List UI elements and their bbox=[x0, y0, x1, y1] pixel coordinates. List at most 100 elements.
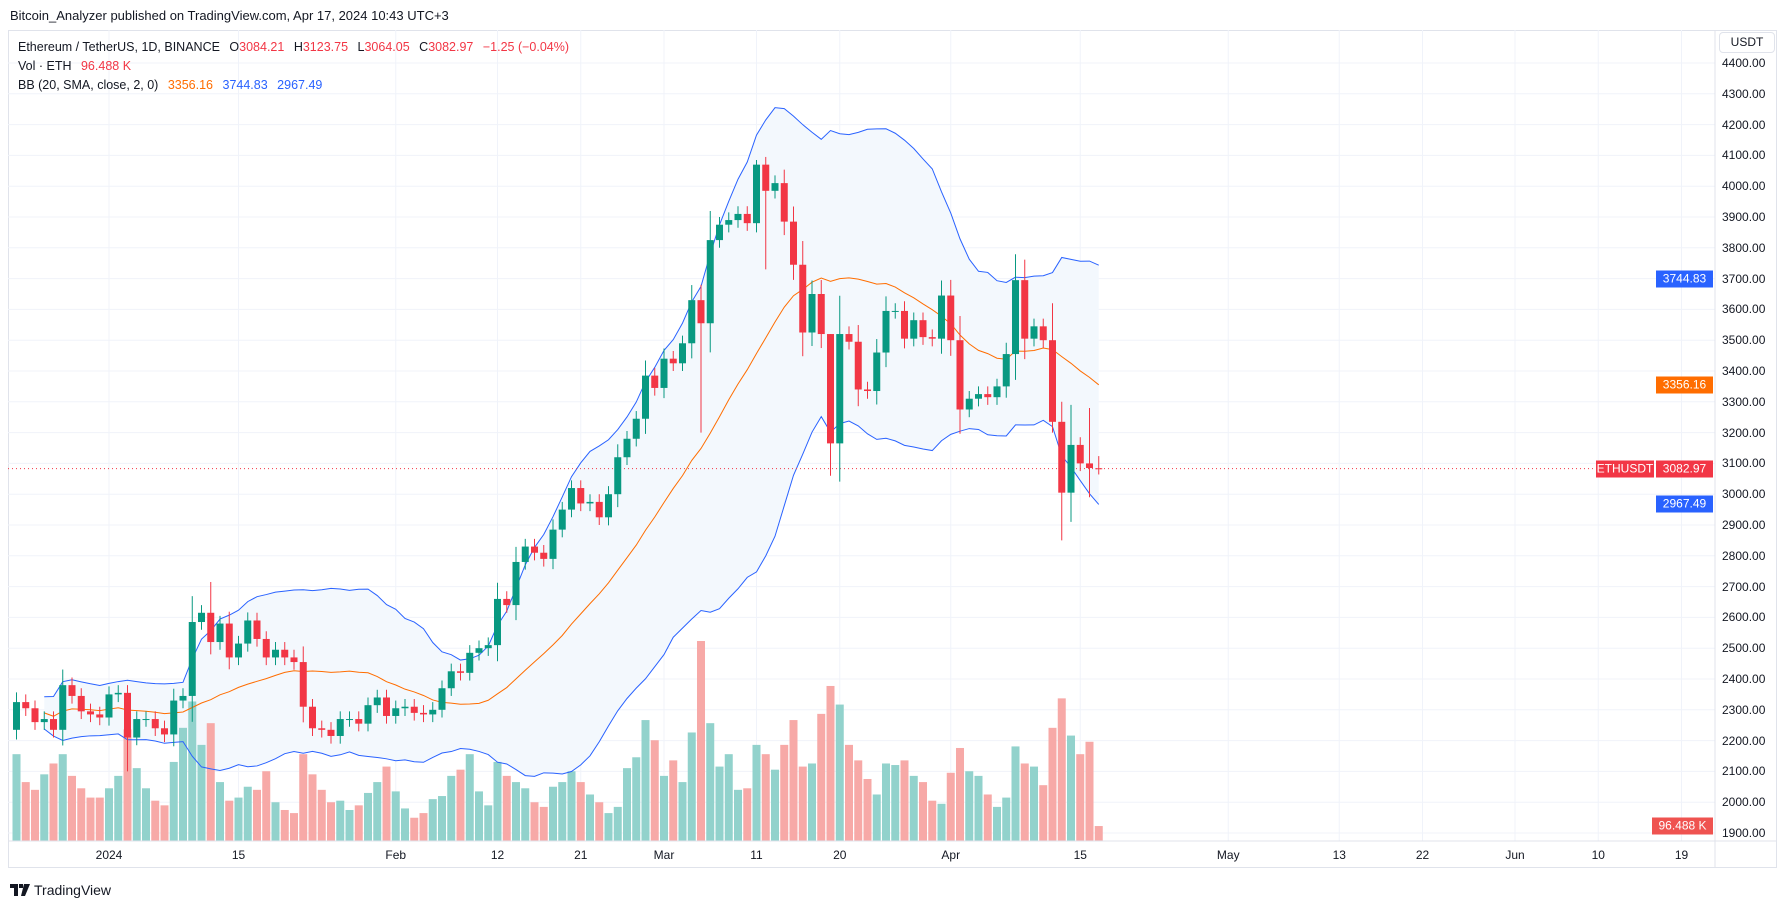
candle-body bbox=[771, 183, 779, 191]
candle-body bbox=[1049, 340, 1056, 422]
volume-bar bbox=[373, 782, 382, 841]
price-tick-label: 2900.00 bbox=[1722, 518, 1766, 532]
volume-bar bbox=[95, 797, 104, 841]
candle-body bbox=[392, 708, 400, 716]
candle-body bbox=[438, 688, 446, 710]
candle-body bbox=[984, 394, 992, 398]
candle-body bbox=[568, 488, 575, 510]
volume-bar bbox=[253, 789, 261, 841]
high-value: 3123.75 bbox=[302, 40, 349, 54]
candle-body bbox=[188, 622, 196, 696]
volume-bar bbox=[493, 761, 502, 841]
volume-bar bbox=[1002, 797, 1011, 841]
candle-body bbox=[854, 341, 862, 390]
candle-body bbox=[697, 300, 705, 324]
candle-body bbox=[799, 264, 807, 333]
bb-upper-badge: 3744.83 bbox=[1656, 270, 1713, 288]
candle-body bbox=[373, 697, 381, 706]
volume-label: Vol · ETH bbox=[18, 59, 72, 73]
candle-body bbox=[688, 300, 696, 344]
candle-body bbox=[734, 213, 742, 221]
candle-body bbox=[447, 671, 455, 689]
volume-bar bbox=[789, 720, 798, 841]
volume-bar bbox=[909, 775, 918, 841]
candle-body bbox=[521, 546, 529, 562]
volume-bar bbox=[623, 768, 631, 841]
candle-body bbox=[632, 418, 640, 439]
candle-body bbox=[1030, 326, 1038, 339]
candle-body bbox=[623, 438, 631, 458]
price-tick-label: 1900.00 bbox=[1722, 826, 1766, 840]
candle-body bbox=[327, 729, 335, 736]
candle-body bbox=[1086, 463, 1093, 469]
legend-bb-row[interactable]: BB (20, SMA, close, 2, 0) 3356.16 3744.8… bbox=[18, 78, 328, 92]
tradingview-logo[interactable]: TradingView bbox=[10, 882, 111, 898]
legend-volume-row[interactable]: Vol · ETH 96.488 K bbox=[18, 59, 137, 73]
time-tick-label: Mar bbox=[653, 848, 675, 862]
low-value: 3064.05 bbox=[364, 40, 410, 54]
volume-bar bbox=[105, 788, 113, 841]
candle-body bbox=[410, 706, 418, 713]
bb-lower-value: 2967.49 bbox=[277, 78, 323, 92]
candle-body bbox=[50, 719, 57, 730]
volume-bar bbox=[271, 802, 280, 841]
high-label: H bbox=[293, 40, 303, 54]
volume-bar bbox=[308, 774, 317, 841]
volume-bar bbox=[465, 754, 474, 841]
volume-bar bbox=[243, 786, 252, 841]
volume-bar bbox=[604, 813, 613, 841]
candle-body bbox=[595, 501, 603, 518]
candle-body bbox=[68, 685, 76, 696]
candle-body bbox=[253, 620, 261, 639]
volume-bar bbox=[151, 800, 160, 841]
volume-bar bbox=[262, 771, 271, 841]
candle-body bbox=[882, 310, 890, 353]
time-tick-label: 13 bbox=[1332, 848, 1346, 862]
candle-body bbox=[346, 719, 353, 721]
close-label: C bbox=[419, 40, 429, 54]
candle-body bbox=[845, 334, 853, 342]
legend-symbol-row[interactable]: Ethereum / TetherUS, 1D, BINANCE O3084.2… bbox=[18, 40, 575, 54]
volume-bar bbox=[817, 713, 826, 841]
time-tick-label: 10 bbox=[1591, 848, 1605, 862]
candle-body bbox=[780, 183, 788, 222]
time-tick-label: 12 bbox=[490, 848, 505, 862]
price-tick-label: 4300.00 bbox=[1722, 86, 1766, 101]
candle-body bbox=[1058, 421, 1066, 493]
open-value: 3084.21 bbox=[239, 40, 285, 54]
volume-bar bbox=[734, 789, 742, 841]
volume-bar bbox=[697, 641, 705, 841]
volume-bar bbox=[946, 772, 955, 841]
volume-bar bbox=[132, 768, 141, 841]
candle-body bbox=[290, 657, 298, 663]
volume-bar bbox=[86, 797, 95, 841]
volume-bar bbox=[558, 782, 567, 841]
candle-body bbox=[420, 712, 427, 715]
volume-bar bbox=[114, 775, 123, 841]
volume-bar bbox=[21, 782, 30, 841]
candle-body bbox=[762, 164, 770, 191]
candle-body bbox=[947, 295, 955, 341]
bollinger-basis-line bbox=[44, 277, 1100, 717]
candle-body bbox=[151, 719, 159, 729]
price-tick-label: 2200.00 bbox=[1722, 733, 1766, 748]
candle-body bbox=[965, 398, 973, 410]
volume-bar bbox=[974, 775, 983, 841]
last-price-badge: 3082.97 bbox=[1656, 460, 1713, 478]
volume-bar bbox=[1011, 746, 1020, 841]
time-tick-label: Feb bbox=[385, 848, 407, 862]
volume-bar bbox=[77, 788, 86, 841]
candle-body bbox=[577, 488, 585, 504]
volume-bar bbox=[410, 817, 419, 841]
volume-bar bbox=[1076, 754, 1085, 841]
candle-body bbox=[235, 643, 242, 658]
volume-bar bbox=[956, 747, 964, 841]
price-tick-label: 3000.00 bbox=[1722, 487, 1766, 502]
candle-body bbox=[928, 337, 936, 339]
currency-button[interactable]: USDT bbox=[1719, 32, 1775, 53]
candle-body bbox=[22, 702, 30, 709]
volume-bar bbox=[1020, 763, 1029, 841]
candle-body bbox=[105, 694, 113, 718]
candle-body bbox=[586, 501, 594, 504]
